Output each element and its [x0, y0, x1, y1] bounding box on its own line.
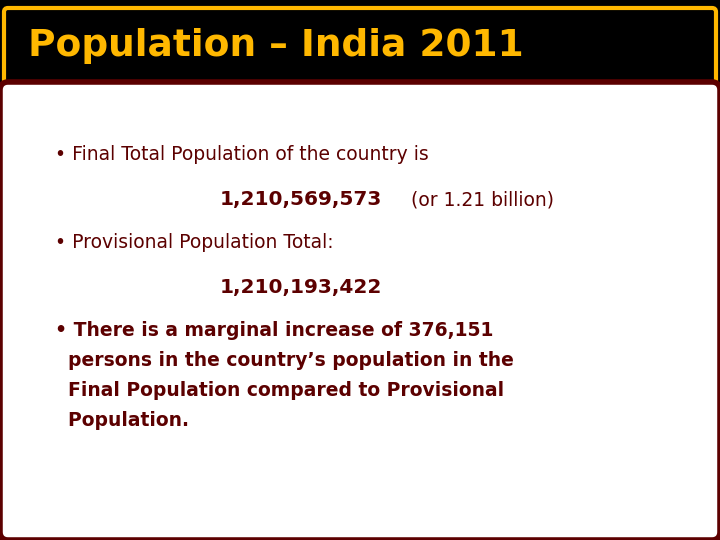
Text: 1,210,569,573: 1,210,569,573: [220, 191, 382, 210]
Text: (or 1.21 billion): (or 1.21 billion): [405, 191, 554, 210]
FancyBboxPatch shape: [4, 8, 716, 84]
Text: 1,210,193,422: 1,210,193,422: [220, 279, 382, 298]
Text: • Final Total Population of the country is: • Final Total Population of the country …: [55, 145, 428, 165]
Text: Population – India 2011: Population – India 2011: [28, 28, 523, 64]
Text: persons in the country’s population in the: persons in the country’s population in t…: [55, 350, 514, 369]
Text: • Provisional Population Total:: • Provisional Population Total:: [55, 233, 333, 252]
Text: Population.: Population.: [55, 410, 189, 429]
Text: • There is a marginal increase of 376,151: • There is a marginal increase of 376,15…: [55, 321, 493, 340]
Text: Final Population compared to Provisional: Final Population compared to Provisional: [55, 381, 504, 400]
FancyBboxPatch shape: [0, 82, 720, 540]
